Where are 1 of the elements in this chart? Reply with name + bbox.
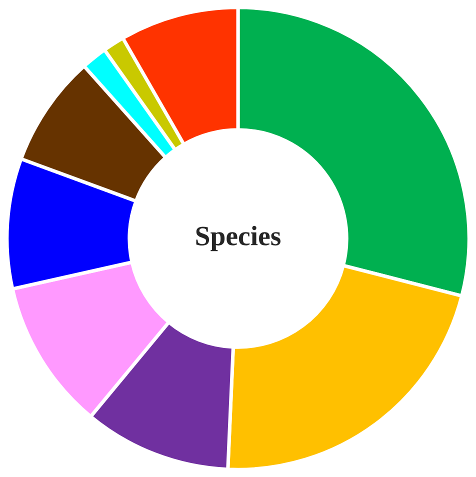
text: Species xyxy=(196,226,281,252)
